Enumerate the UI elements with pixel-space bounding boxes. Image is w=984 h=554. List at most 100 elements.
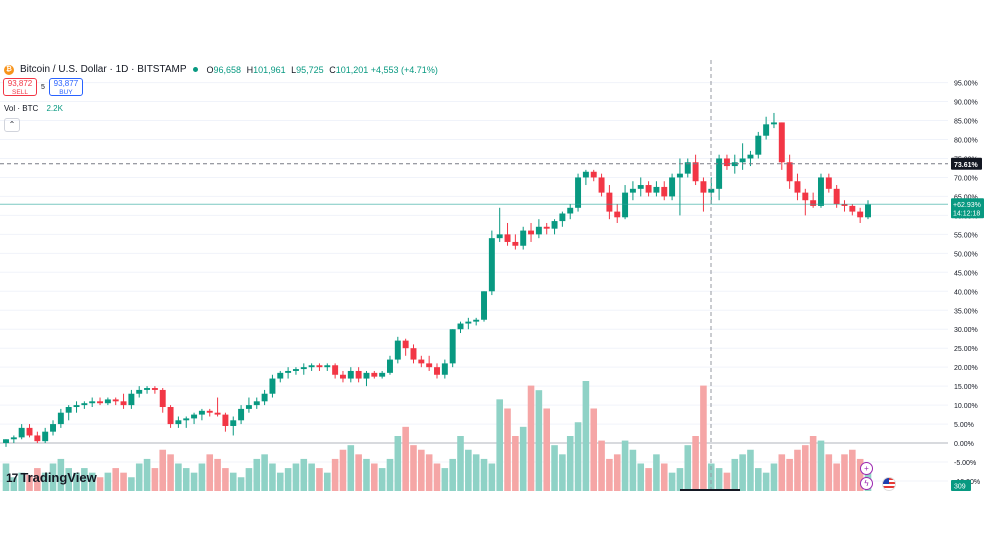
buy-label: BUY <box>59 89 73 96</box>
volume-bar <box>660 463 668 491</box>
candle-body <box>676 173 683 178</box>
candle-body <box>324 365 331 368</box>
candle-body <box>692 162 699 182</box>
candle-body <box>65 407 72 413</box>
volume-bar <box>480 458 488 491</box>
volume-bar <box>292 463 300 491</box>
candle-body <box>371 372 378 377</box>
candle-body <box>763 124 770 136</box>
y-tick-label: 35.00% <box>954 308 978 315</box>
candle-body <box>175 420 182 425</box>
y-tick-label: 55.00% <box>954 232 978 239</box>
overlays <box>0 60 948 491</box>
candle-body <box>535 226 542 235</box>
volume-bar <box>833 463 840 491</box>
low-label: L <box>291 64 297 75</box>
candle-body <box>73 405 80 408</box>
candle-body <box>308 365 315 368</box>
candle-body <box>802 192 809 201</box>
candle-body <box>582 171 589 178</box>
candle-body <box>387 359 393 373</box>
volume-bar <box>96 477 104 491</box>
candle-body <box>841 204 848 206</box>
add-icon[interactable]: + <box>860 462 873 475</box>
volume-bar <box>778 454 786 491</box>
candle-body <box>520 230 527 246</box>
volume-bar <box>73 472 80 491</box>
volume-indicator-legend[interactable]: Vol · BTC 2.2K <box>4 104 63 113</box>
sell-label: SELL <box>12 89 28 96</box>
candle-body <box>418 359 425 364</box>
candle-body <box>42 431 49 442</box>
volume-bar <box>715 468 723 491</box>
volume-bar <box>284 468 292 491</box>
candle-body <box>700 181 707 193</box>
current-price-tag <box>951 198 984 219</box>
y-tick-label: 5.00% <box>954 422 974 429</box>
volume-bar <box>18 472 25 491</box>
volume-bar <box>190 472 198 491</box>
volume-bar <box>276 472 284 491</box>
candle-body <box>104 399 111 404</box>
volume-bar <box>629 449 637 491</box>
y-tick-label: 80.00% <box>954 138 978 145</box>
y-tick-label: 45.00% <box>954 270 978 277</box>
volume-bar <box>49 463 57 491</box>
candle-body <box>363 372 370 379</box>
candle-body <box>528 230 535 235</box>
candle-body <box>669 177 676 197</box>
candle-body <box>833 188 840 205</box>
candle-body <box>567 207 574 214</box>
volume-bar <box>809 436 817 491</box>
us-flag-icon[interactable] <box>882 477 896 491</box>
volume-bar <box>425 454 433 491</box>
collapse-legend-button[interactable]: ⌃ <box>4 118 20 132</box>
price-axis[interactable]: 95.00%90.00%85.00%80.00%75.00%70.00%65.0… <box>951 81 984 491</box>
volume-bar <box>308 463 315 491</box>
candle-body <box>316 365 323 368</box>
candle-body <box>794 181 801 193</box>
candle-body <box>277 372 284 379</box>
volume-bar <box>762 472 770 491</box>
candle-body <box>253 401 260 406</box>
candle-body <box>50 424 56 432</box>
symbol-title[interactable]: Bitcoin / U.S. Dollar · 1D · BITSTAMP <box>20 64 187 75</box>
candle-body <box>865 204 871 218</box>
candle-body <box>614 211 621 218</box>
high-value: 101,961 <box>253 64 286 75</box>
y-tick-label: 30.00% <box>954 327 978 334</box>
volume-bar <box>128 477 135 491</box>
candle-body <box>379 372 386 377</box>
spread-value: 5 <box>41 83 45 91</box>
volume-bar <box>112 468 120 491</box>
candle-body <box>292 369 299 371</box>
sell-button[interactable]: 93,872 SELL <box>3 78 37 96</box>
candle-body <box>434 367 440 375</box>
volume-bar <box>512 436 519 491</box>
candle-body <box>332 365 339 375</box>
candle-body <box>34 435 41 442</box>
lightning-icon[interactable]: ϟ <box>860 477 873 490</box>
volume-bar <box>566 436 574 491</box>
volume-bar <box>786 458 793 491</box>
buy-button[interactable]: 93,877 BUY <box>48 78 83 96</box>
candle-body <box>191 414 198 419</box>
change-value: +4,553 (+4.71%) <box>370 64 438 75</box>
tradingview-logo[interactable]: 17 TradingView <box>6 470 97 485</box>
current-price-label: +62.93% <box>953 202 981 209</box>
tradingview-mark-icon: 17 <box>6 470 18 485</box>
volume-bar <box>151 468 159 491</box>
volume-bar <box>261 454 268 491</box>
candle-body <box>159 389 166 408</box>
volume-bar <box>856 458 864 491</box>
volume-bar <box>441 468 449 491</box>
y-tick-label: 85.00% <box>954 119 978 126</box>
y-tick-label: 95.00% <box>954 81 978 88</box>
y-tick-label: 25.00% <box>954 346 978 353</box>
volume-bar <box>590 408 598 491</box>
trade-panel: 93,872 SELL 5 93,877 BUY <box>3 78 83 96</box>
candle-body <box>238 408 245 421</box>
crosshair-label: 73.61% <box>954 162 979 169</box>
volume-bar <box>574 422 582 491</box>
